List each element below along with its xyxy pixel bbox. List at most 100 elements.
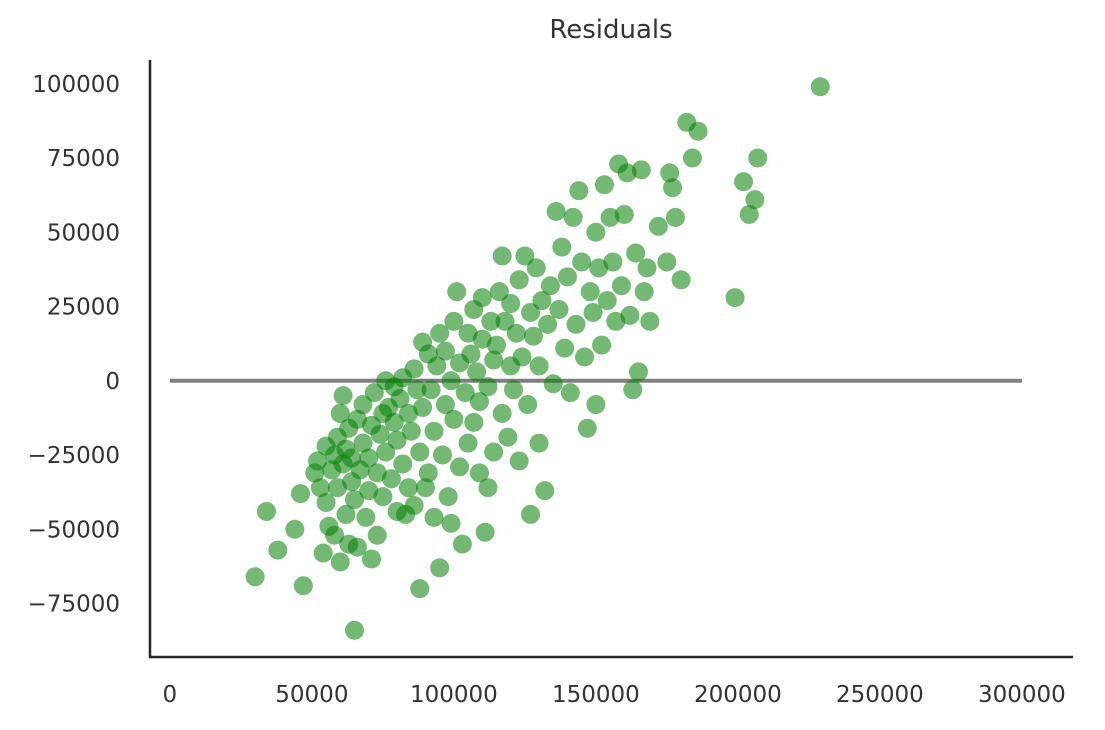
data-point: [469, 463, 489, 483]
data-point: [532, 291, 552, 311]
data-point: [640, 311, 660, 331]
data-point: [515, 246, 535, 266]
data-point: [540, 276, 560, 296]
data-point: [549, 299, 569, 319]
data-point: [648, 216, 668, 236]
data-point: [600, 207, 620, 227]
data-point: [603, 252, 623, 272]
data-point: [356, 507, 376, 527]
data-point: [447, 282, 467, 302]
chart-title: Residuals: [549, 15, 672, 45]
data-point: [410, 442, 430, 462]
data-point: [461, 344, 481, 364]
data-point: [617, 163, 637, 183]
data-point: [535, 481, 555, 501]
data-point: [384, 412, 404, 432]
data-point: [458, 433, 478, 453]
data-point: [739, 204, 759, 224]
data-point: [467, 362, 487, 382]
data-point: [367, 525, 387, 545]
data-point: [421, 380, 441, 400]
data-point: [484, 442, 504, 462]
x-tick-label: 250000: [836, 682, 924, 708]
data-point: [634, 282, 654, 302]
data-point: [663, 178, 683, 198]
data-point: [606, 311, 626, 331]
data-point: [492, 403, 512, 423]
data-point: [469, 392, 489, 412]
data-point: [330, 403, 350, 423]
data-point: [387, 430, 407, 450]
x-tick-label: 100000: [410, 682, 498, 708]
data-point: [481, 311, 501, 331]
data-point: [472, 329, 492, 349]
data-point: [660, 163, 680, 183]
data-point: [637, 258, 657, 278]
data-point: [589, 258, 609, 278]
data-point: [325, 525, 345, 545]
data-point: [344, 620, 364, 640]
data-point: [509, 451, 529, 471]
data-point: [529, 433, 549, 453]
data-point: [353, 433, 373, 453]
data-point: [495, 311, 515, 331]
data-point: [430, 323, 450, 343]
x-tick-label: 50000: [275, 682, 348, 708]
data-point: [569, 181, 589, 201]
data-point: [665, 207, 685, 227]
data-point: [435, 395, 455, 415]
data-point: [424, 507, 444, 527]
data-point: [586, 395, 606, 415]
data-point: [404, 496, 424, 516]
data-point: [256, 501, 276, 521]
data-point: [310, 478, 330, 498]
data-point: [455, 383, 475, 403]
data-point: [498, 427, 518, 447]
data-point: [376, 442, 396, 462]
data-point: [407, 380, 427, 400]
data-point: [580, 282, 600, 302]
y-tick-label: −75000: [28, 592, 120, 618]
data-point: [308, 451, 328, 471]
data-point: [521, 504, 541, 524]
data-point: [688, 121, 708, 141]
axes-layer: [148, 60, 1073, 659]
data-point: [555, 338, 575, 358]
x-tick-labels: 0 50000 100000 150000 200000 250000 300000: [163, 682, 1066, 708]
data-point: [410, 579, 430, 599]
data-point: [745, 190, 765, 210]
data-point: [484, 350, 504, 370]
data-point: [478, 478, 498, 498]
data-point: [464, 412, 484, 432]
data-point: [285, 519, 305, 539]
data-point: [529, 356, 549, 376]
data-point: [682, 148, 702, 168]
data-point: [430, 558, 450, 578]
data-point: [370, 424, 390, 444]
data-point: [415, 478, 435, 498]
data-point: [583, 302, 603, 322]
data-point: [546, 201, 566, 221]
data-point: [353, 395, 373, 415]
data-point: [401, 421, 421, 441]
data-point: [586, 222, 606, 242]
y-tick-label: −25000: [28, 443, 120, 469]
data-point: [359, 481, 379, 501]
data-point: [404, 359, 424, 379]
data-point: [575, 347, 595, 367]
data-point: [560, 383, 580, 403]
y-tick-label: 75000: [47, 146, 120, 172]
data-point: [418, 463, 438, 483]
data-point: [572, 252, 592, 272]
data-point: [362, 549, 382, 569]
x-tick-label: 300000: [978, 682, 1066, 708]
data-point: [504, 380, 524, 400]
data-point: [594, 175, 614, 195]
data-point: [492, 246, 512, 266]
data-point: [611, 276, 631, 296]
data-point: [333, 386, 353, 406]
data-point: [657, 252, 677, 272]
data-point: [620, 305, 640, 325]
data-point: [538, 314, 558, 334]
